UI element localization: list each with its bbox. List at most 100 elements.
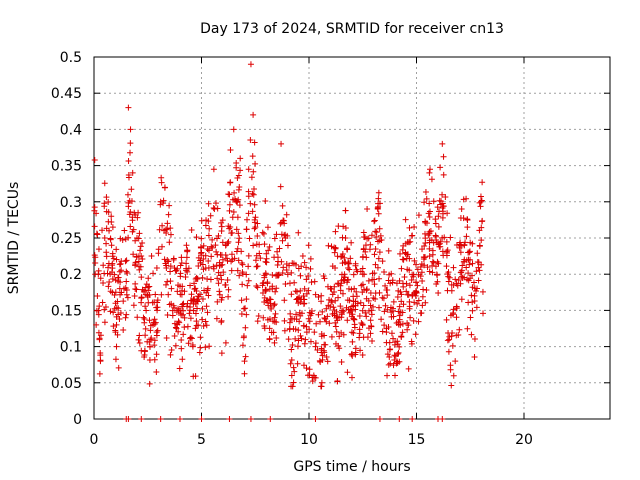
x-tick-label: 0 bbox=[90, 432, 99, 448]
data-point bbox=[226, 201, 233, 208]
data-point bbox=[171, 265, 178, 272]
data-point bbox=[372, 290, 379, 297]
data-point bbox=[414, 266, 421, 273]
data-point bbox=[286, 280, 293, 287]
grid bbox=[94, 57, 610, 419]
data-point bbox=[363, 313, 370, 320]
y-tick-label: 0.3 bbox=[60, 195, 82, 211]
data-point bbox=[156, 226, 163, 233]
data-point bbox=[351, 316, 358, 323]
data-point bbox=[236, 235, 243, 242]
data-point bbox=[346, 309, 353, 316]
data-point bbox=[154, 327, 161, 334]
data-point bbox=[309, 378, 316, 385]
data-point bbox=[229, 214, 236, 221]
data-point bbox=[157, 416, 164, 422]
data-point bbox=[369, 276, 376, 283]
data-point bbox=[328, 286, 335, 293]
data-point bbox=[107, 308, 114, 315]
data-point bbox=[187, 282, 194, 289]
data-point bbox=[293, 296, 300, 303]
data-point bbox=[205, 247, 212, 254]
data-point bbox=[118, 258, 125, 265]
data-point bbox=[142, 325, 149, 332]
data-point bbox=[120, 326, 127, 333]
data-point bbox=[244, 216, 251, 223]
data-point bbox=[245, 210, 252, 217]
data-point bbox=[406, 224, 413, 231]
data-point bbox=[127, 140, 134, 147]
data-point bbox=[250, 186, 257, 193]
data-point bbox=[450, 372, 457, 379]
data-point bbox=[216, 262, 223, 269]
data-point bbox=[175, 318, 182, 325]
data-point bbox=[321, 315, 328, 322]
data-point bbox=[177, 262, 184, 269]
data-point bbox=[461, 242, 468, 249]
data-point bbox=[279, 202, 286, 209]
data-point bbox=[218, 219, 225, 226]
data-point bbox=[390, 335, 397, 342]
data-point bbox=[395, 349, 402, 356]
data-point bbox=[192, 325, 199, 332]
data-point bbox=[202, 318, 209, 325]
data-point bbox=[439, 200, 446, 207]
data-point bbox=[453, 305, 460, 312]
data-point bbox=[465, 277, 472, 284]
data-point bbox=[113, 313, 120, 320]
data-point bbox=[175, 282, 182, 289]
data-point bbox=[247, 200, 254, 207]
data-point bbox=[181, 324, 188, 331]
data-point bbox=[115, 274, 122, 281]
data-point bbox=[94, 292, 101, 299]
data-point bbox=[117, 260, 124, 267]
data-point bbox=[468, 331, 475, 338]
data-point bbox=[437, 164, 444, 171]
data-point bbox=[405, 251, 412, 258]
data-point bbox=[133, 286, 140, 293]
data-point bbox=[254, 284, 261, 291]
data-point bbox=[426, 208, 433, 215]
data-point bbox=[167, 278, 174, 285]
data-point bbox=[332, 323, 339, 330]
data-point bbox=[114, 331, 121, 338]
data-point bbox=[397, 250, 404, 257]
data-point bbox=[226, 207, 233, 214]
data-point bbox=[458, 273, 465, 280]
data-point bbox=[480, 310, 487, 317]
data-point bbox=[283, 267, 290, 274]
data-point bbox=[271, 339, 278, 346]
data-point bbox=[386, 346, 393, 353]
data-point bbox=[476, 243, 483, 250]
data-point bbox=[307, 255, 314, 262]
data-point bbox=[427, 166, 434, 173]
data-point bbox=[194, 296, 201, 303]
data-point bbox=[348, 351, 355, 358]
data-point bbox=[447, 234, 454, 241]
data-point bbox=[199, 305, 206, 312]
data-point bbox=[396, 312, 403, 319]
data-point bbox=[97, 357, 104, 364]
data-point bbox=[434, 278, 441, 285]
data-point bbox=[123, 278, 130, 285]
data-point bbox=[270, 329, 277, 336]
data-point bbox=[336, 345, 343, 352]
data-point bbox=[324, 283, 331, 290]
data-point bbox=[369, 270, 376, 277]
data-point bbox=[301, 259, 308, 266]
data-point bbox=[146, 339, 153, 346]
data-point bbox=[288, 291, 295, 298]
data-point bbox=[118, 267, 125, 274]
data-point bbox=[197, 344, 204, 351]
data-point bbox=[303, 290, 310, 297]
data-point bbox=[397, 288, 404, 295]
data-point bbox=[339, 253, 346, 260]
data-point bbox=[143, 307, 150, 314]
data-point bbox=[219, 261, 226, 268]
data-point bbox=[291, 368, 298, 375]
data-point bbox=[359, 321, 366, 328]
data-point bbox=[232, 195, 239, 202]
data-point bbox=[177, 416, 183, 422]
data-point bbox=[219, 239, 226, 246]
data-point bbox=[331, 288, 338, 295]
